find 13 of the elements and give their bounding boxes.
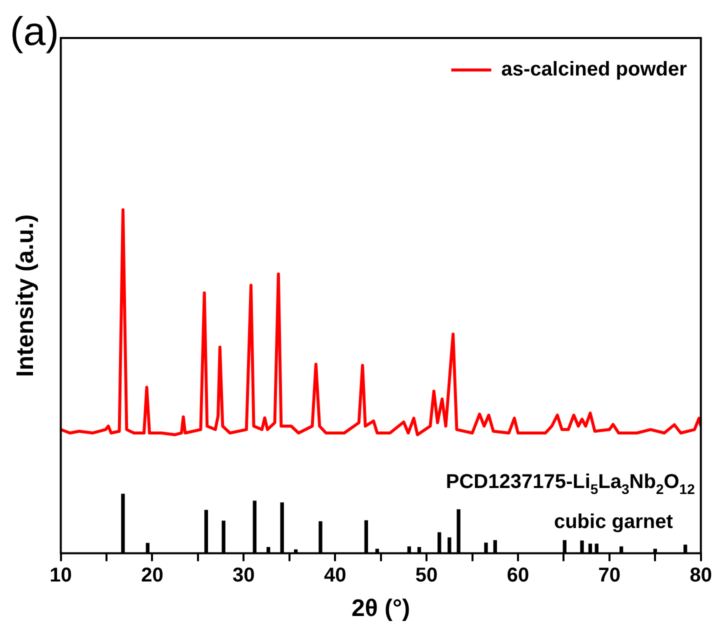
x-tick-label: 70 xyxy=(598,564,621,587)
x-tick-label: 30 xyxy=(232,564,255,587)
x-tick-label: 50 xyxy=(415,564,438,587)
x-tick-label: 80 xyxy=(690,564,712,587)
x-tick-label: 10 xyxy=(50,564,72,587)
legend-label: as-calcined powder xyxy=(501,58,688,81)
x-tick-label: 60 xyxy=(506,564,530,587)
text: (a) xyxy=(10,10,59,54)
y-axis-title: Intensity (a.u.) xyxy=(12,214,40,377)
x-tick-label: 20 xyxy=(141,564,164,587)
x-axis-title: 2θ (°) xyxy=(352,595,410,622)
x-tick-label: 40 xyxy=(324,564,346,587)
annotation: cubic garnet xyxy=(554,511,674,534)
